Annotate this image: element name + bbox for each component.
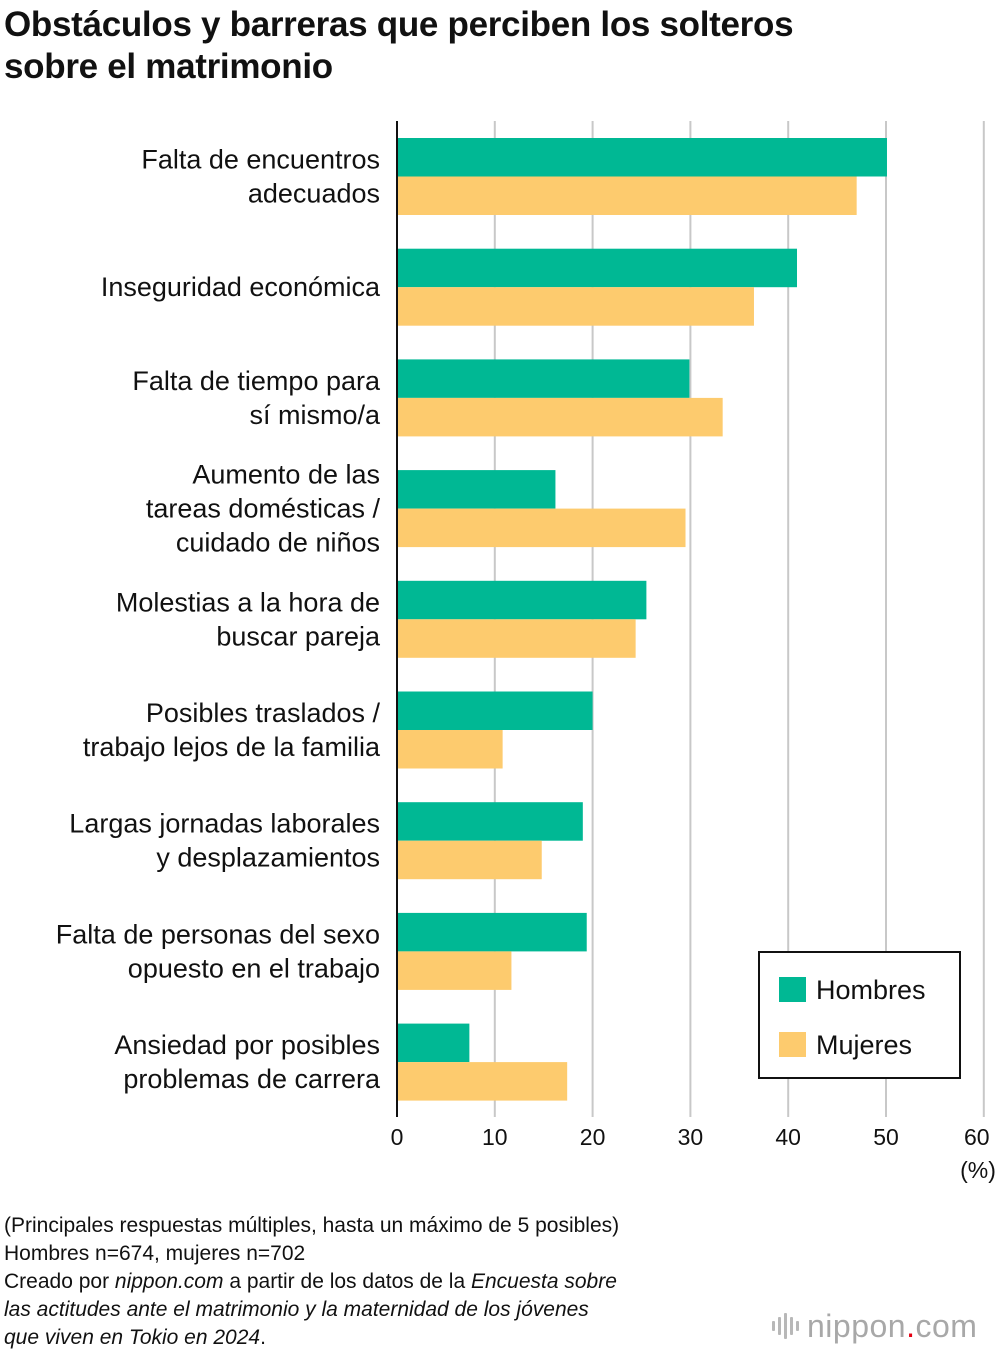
bar-mujeres-3 [397,508,686,548]
chart-title-line-1: Obstáculos y barreras que perciben los s… [4,5,794,44]
x-tick-label-20: 20 [580,1124,606,1150]
category-label-6: Largas jornadas laborales y desplazamient… [69,809,380,873]
nippon-logo: nippon.com [772,1306,977,1346]
category-label-0-line-1: adecuados [248,179,380,209]
survey-name-part-2: las actitudes ante el matrimonio y la ma… [4,1298,589,1321]
category-label-3-line-1: tareas domésticas / [146,494,381,524]
category-label-3-line-2: cuidado de niños [176,528,380,558]
category-label-7-line-1: opuesto en el trabajo [128,953,380,983]
note-sample-size: Hombres n=674, mujeres n=702 [4,1242,306,1265]
source-site: nippon.com [114,1270,224,1293]
category-label-3-line-0: Aumento de las [192,460,380,490]
bar-hombres-5 [397,691,593,730]
category-label-6-line-0: Largas jornadas laborales [69,809,380,839]
category-label-8: Ansiedad por posibles problemas de carrer… [114,1030,381,1094]
bar-hombres-3 [397,470,556,509]
chart-title: Obstáculos y barreras que perciben los s… [4,4,964,88]
category-label-0-line-0: Falta de encuentros [141,145,380,175]
bar-hombres-1 [397,248,798,288]
note-source-line-1: Creado por nippon.com a partir de los da… [4,1270,617,1293]
category-label-1: Inseguridad económica [101,272,381,302]
bar-hombres-4 [397,580,647,620]
x-tick-label-10: 10 [482,1124,508,1150]
bar-hombres-7 [397,912,587,952]
bar-mujeres-0 [397,176,857,215]
category-label-2-line-1: sí mismo/a [249,400,381,430]
x-tick-label-30: 30 [678,1124,704,1150]
survey-name-part-1: Encuesta sobre [470,1270,617,1293]
logo-text: nippon.com [807,1307,978,1344]
x-tick-label-50: 50 [873,1124,899,1150]
note-source-line-3: que viven en Tokio en 2024. [4,1326,266,1349]
x-tick-label-40: 40 [775,1124,801,1150]
legend: Hombres Mujeres [758,951,961,1079]
category-label-5-line-1: trabajo lejos de la familia [83,732,381,762]
bar-mujeres-4 [397,619,636,658]
category-label-3: Aumento de las tareas domésticas / cuidado… [146,460,381,558]
survey-name-part-3: que viven en Tokio en 2024 [4,1326,261,1349]
bar-mujeres-6 [397,840,542,880]
x-tick-label-0: 0 [391,1124,404,1150]
category-label-6-line-1: y desplazamientos [156,843,380,873]
category-label-1-line-0: Inseguridad económica [101,272,381,302]
legend-swatch-mujeres [779,1032,806,1057]
legend-label-hombres: Hombres [816,975,926,1005]
bar-chart: Falta de encuentros adecuados Inseguridad … [56,121,996,1183]
note-source-line-2: las actitudes ante el matrimonio y la ma… [4,1296,764,1324]
bar-mujeres-2 [397,397,723,437]
sound-wave-icon [772,1313,799,1339]
category-label-2: Falta de tiempo para sí mismo/a [132,366,381,430]
legend-label-mujeres: Mujeres [816,1030,912,1060]
legend-swatch-hombres [779,977,806,1002]
bar-mujeres-7 [397,951,512,990]
bar-mujeres-5 [397,730,503,769]
category-label-2-line-0: Falta de tiempo para [132,366,381,396]
category-label-4-line-1: buscar pareja [216,621,381,651]
bars [397,138,887,1101]
bar-hombres-2 [397,359,690,398]
category-label-4-line-0: Molestias a la hora de [116,587,380,617]
chart-title-line-2: sobre el matrimonio [4,47,333,86]
category-labels: Falta de encuentros adecuados Inseguridad … [56,145,381,1095]
bar-mujeres-8 [397,1062,568,1101]
bar-hombres-8 [397,1023,470,1063]
x-unit-label: (%) [960,1157,996,1183]
category-label-7: Falta de personas del sexo opuesto en el … [56,919,380,983]
category-label-5: Posibles traslados / trabajo lejos de la … [83,698,381,762]
category-label-8-line-1: problemas de carrera [123,1064,381,1094]
category-label-7-line-0: Falta de personas del sexo [56,919,380,949]
category-label-0: Falta de encuentros adecuados [141,145,380,209]
category-label-4: Molestias a la hora de buscar pareja [116,587,381,651]
x-tick-label-60: 60 [964,1124,990,1150]
bar-hombres-6 [397,802,583,841]
source-notes: (Principales respuestas múltiples, hasta… [4,1212,764,1352]
category-label-8-line-0: Ansiedad por posibles [114,1030,380,1060]
note-multiple-answers: (Principales respuestas múltiples, hasta… [4,1214,620,1237]
bar-mujeres-1 [397,287,754,326]
x-tick-labels: 0 10 20 30 40 50 60 [391,1124,990,1150]
category-label-5-line-0: Posibles traslados / [146,698,381,728]
bar-hombres-0 [397,138,887,177]
